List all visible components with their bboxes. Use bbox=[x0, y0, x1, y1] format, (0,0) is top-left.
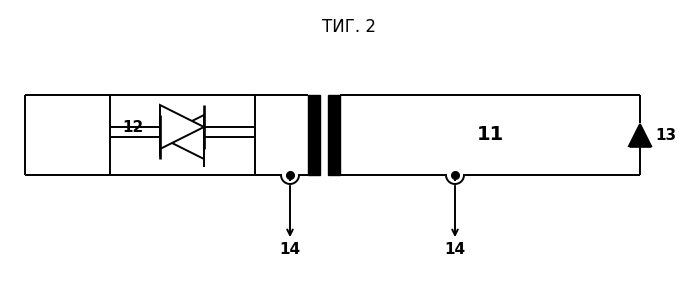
Text: 13: 13 bbox=[655, 127, 676, 142]
Text: 12: 12 bbox=[122, 119, 143, 135]
Text: 14: 14 bbox=[279, 242, 301, 257]
Bar bbox=[308, 95, 320, 175]
Polygon shape bbox=[629, 124, 651, 146]
Text: 14: 14 bbox=[445, 242, 466, 257]
Bar bbox=[328, 95, 340, 175]
Text: 11: 11 bbox=[476, 125, 504, 145]
Polygon shape bbox=[160, 105, 204, 149]
Polygon shape bbox=[160, 115, 204, 159]
Text: ΤИГ. 2: ΤИГ. 2 bbox=[322, 18, 376, 36]
